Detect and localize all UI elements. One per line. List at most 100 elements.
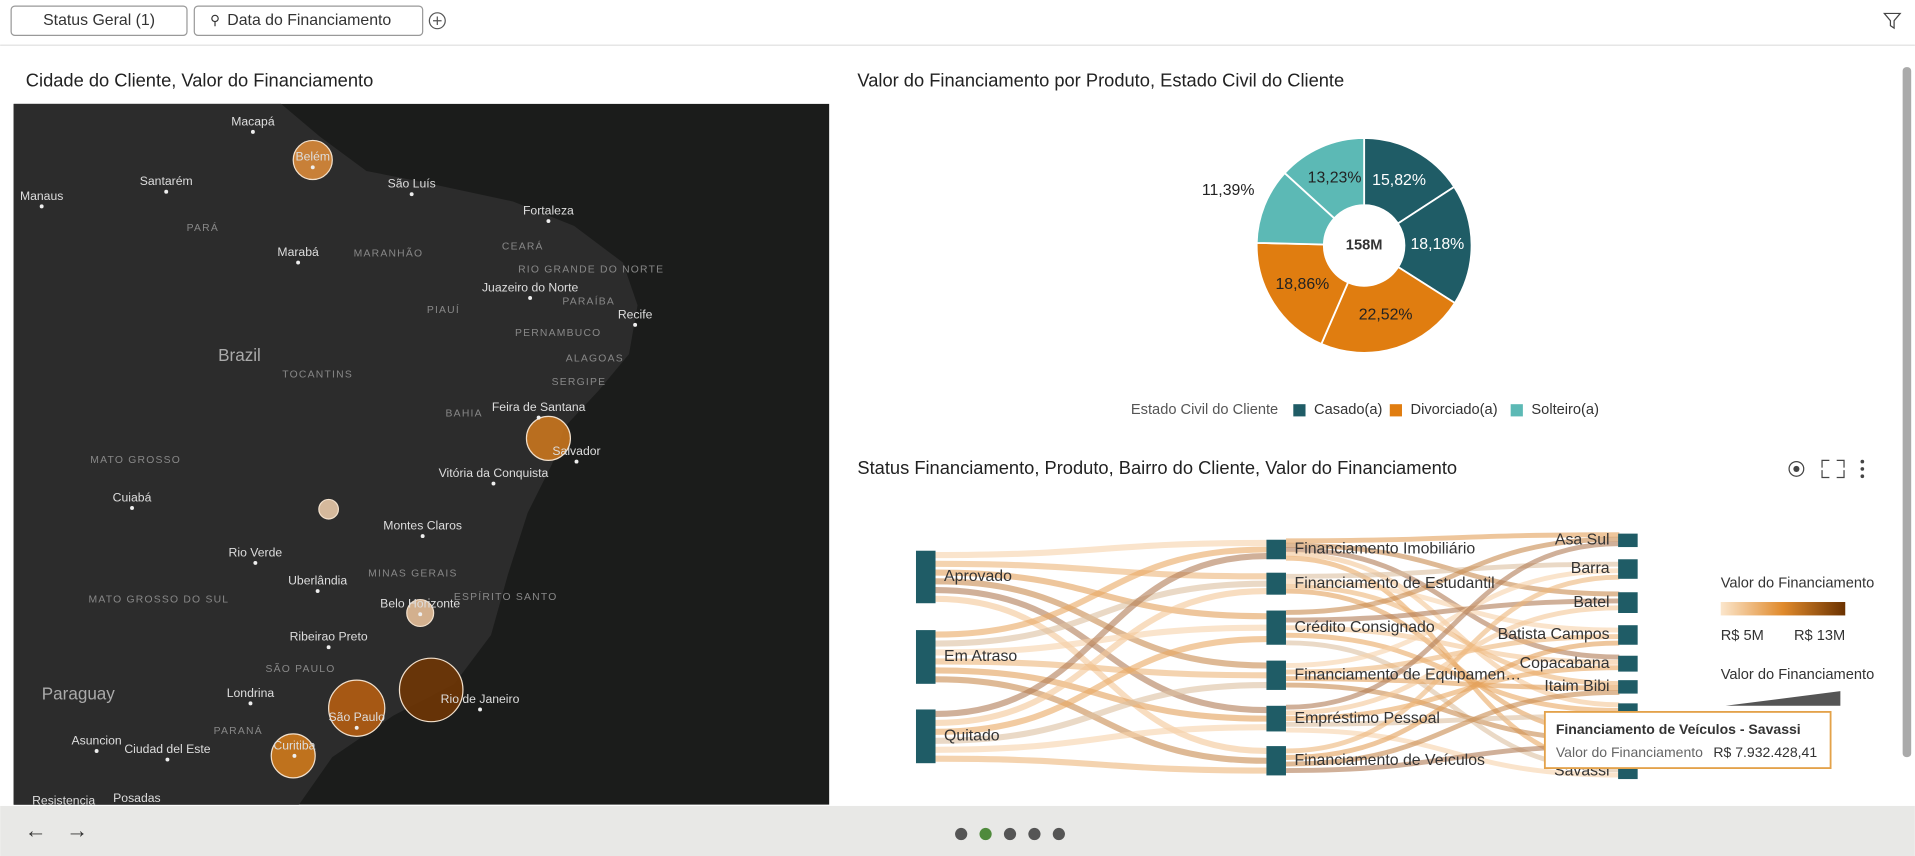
tooltip-value: R$ 7.932.428,41 — [1713, 744, 1817, 760]
legend-swatch — [1389, 404, 1402, 417]
panel-title: Status Financiamento, Produto, Bairro do… — [857, 457, 1457, 478]
city-dot — [310, 165, 315, 170]
panel-title: Valor do Financiamento por Produto, Esta… — [857, 70, 1344, 91]
node-label: Batista Campos — [1498, 626, 1610, 643]
sankey-link — [935, 676, 1267, 764]
map-label: Belo Horizonte — [380, 597, 460, 611]
sankey-link — [935, 539, 1267, 559]
filter-label[interactable]: Status Geral (1) — [43, 12, 155, 29]
page-dot[interactable] — [1028, 827, 1041, 841]
node-label: Aprovado — [944, 568, 1012, 585]
target-icon[interactable] — [1788, 460, 1805, 477]
sankey-link — [935, 681, 1267, 744]
sankey-link — [935, 635, 1267, 735]
sankey-link — [935, 667, 1267, 722]
color-ramp — [1720, 602, 1846, 616]
legend-item: Casado(a) — [1314, 402, 1382, 418]
node-label: Em Atraso — [944, 648, 1017, 665]
city-dot — [165, 757, 170, 762]
legend-title: Valor do Financiamento — [1721, 576, 1875, 592]
city-dot — [253, 560, 258, 565]
filter-label[interactable]: Data do Financiamento — [227, 12, 391, 29]
sankey-link — [1285, 727, 1620, 778]
sankey-link — [1285, 676, 1620, 691]
city-dot — [418, 612, 423, 617]
pie-slice — [1363, 137, 1456, 225]
page-dot[interactable] — [955, 827, 968, 841]
city-dot — [326, 645, 331, 650]
map-label: Manaus — [20, 189, 63, 203]
sankey-node — [1618, 559, 1638, 579]
node-label: Financiamento de Estudantil — [1295, 575, 1495, 592]
node-label: Asa Sul — [1555, 532, 1610, 549]
sankey-node — [1618, 592, 1638, 613]
prev-arrow[interactable]: ← — [25, 817, 47, 842]
map-label: Montes Claros — [383, 519, 462, 533]
node-label: Batel — [1573, 594, 1609, 611]
map-label: SERGIPE — [552, 377, 607, 388]
map: Macapá Belém Manaus Santarém São Luís Fortale… — [13, 103, 830, 807]
city-dot — [491, 481, 496, 486]
city-dot — [130, 506, 134, 510]
map-label: Feira de Santana — [492, 400, 586, 414]
sankey-node — [1266, 572, 1286, 595]
map-label: Curitiba — [273, 738, 315, 752]
sankey-link — [1285, 634, 1620, 675]
sankey-node — [1618, 533, 1638, 548]
expand-icon[interactable] — [1821, 459, 1845, 479]
next-arrow[interactable]: → — [66, 817, 88, 842]
map-bubble — [398, 657, 464, 723]
sankey-link — [935, 587, 1267, 714]
map-label: Posadas — [113, 791, 160, 805]
sankey-link — [1285, 625, 1620, 665]
pie-chart: 15,82% 18,18% 22,52% 18,86% 11,39% 13,23% 158M… — [1131, 137, 1599, 418]
map-label: Resistencia — [32, 793, 95, 807]
map-label: TOCANTINS — [282, 370, 353, 381]
node-label: Quitado — [944, 728, 1000, 745]
map-label: CEARÁ — [502, 239, 544, 252]
city-dot — [528, 295, 533, 300]
page-dot[interactable] — [1052, 827, 1065, 841]
sankey-link — [1285, 574, 1620, 754]
sankey-link — [935, 587, 1267, 726]
city-dot — [354, 725, 359, 730]
sankey-link — [1285, 640, 1620, 760]
filter-chip[interactable] — [10, 5, 188, 37]
city-dot — [292, 753, 297, 758]
map-label: PIAUÍ — [427, 303, 460, 316]
city-dot — [546, 219, 551, 223]
node-label: Financiamento de Veículos — [1295, 752, 1485, 769]
filter-chip[interactable] — [193, 5, 424, 37]
sankey-link — [935, 624, 1267, 656]
scrollbar[interactable] — [1902, 67, 1912, 758]
menu-icon[interactable] — [1860, 459, 1865, 479]
map-label: Asuncion — [72, 733, 122, 747]
legend-swatch — [1510, 404, 1523, 417]
sankey-link — [1285, 690, 1620, 767]
sankey-node — [1266, 539, 1286, 560]
sankey-link — [935, 546, 1267, 638]
city-dot — [409, 192, 414, 197]
map-label: MINAS GERAIS — [368, 569, 458, 580]
map-bubble — [292, 139, 333, 181]
sankey-node — [1266, 705, 1286, 732]
filter-icon[interactable] — [1883, 12, 1902, 30]
sankey-link — [935, 580, 1267, 647]
sankey-node — [1618, 625, 1638, 645]
pie-label: 22,52% — [1359, 307, 1413, 324]
node-label: Financiamento Imobiliário — [1295, 541, 1476, 558]
city-dot — [315, 589, 320, 593]
map-label: Paraguay — [42, 684, 116, 703]
pie-slice — [1255, 241, 1350, 346]
add-filter[interactable] — [428, 12, 446, 30]
sankey-node — [1266, 746, 1286, 776]
sankey-link — [935, 755, 1267, 774]
sankey-link — [1285, 665, 1620, 722]
page-dot[interactable] — [979, 827, 992, 841]
tooltip-title: Financiamento de Veículos - Savassi — [1556, 721, 1801, 737]
page-dot[interactable] — [1003, 827, 1017, 841]
sankey-link — [935, 595, 1267, 755]
map-bubble — [328, 679, 386, 737]
